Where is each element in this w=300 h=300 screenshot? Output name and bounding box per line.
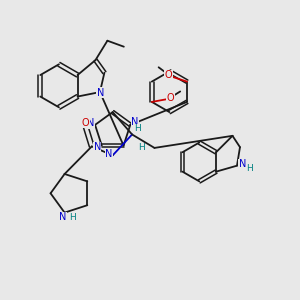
Text: N: N xyxy=(94,142,101,152)
Text: N: N xyxy=(239,159,246,169)
Text: O: O xyxy=(82,118,90,128)
Text: H: H xyxy=(138,143,144,152)
Text: N: N xyxy=(97,88,104,98)
Text: H: H xyxy=(69,214,75,223)
Text: N: N xyxy=(131,118,138,128)
Text: N: N xyxy=(59,212,67,222)
Text: N: N xyxy=(105,149,113,159)
Text: H: H xyxy=(246,164,253,172)
Text: O: O xyxy=(165,70,172,80)
Text: N: N xyxy=(87,118,94,128)
Text: H: H xyxy=(134,124,141,133)
Text: O: O xyxy=(167,93,174,103)
